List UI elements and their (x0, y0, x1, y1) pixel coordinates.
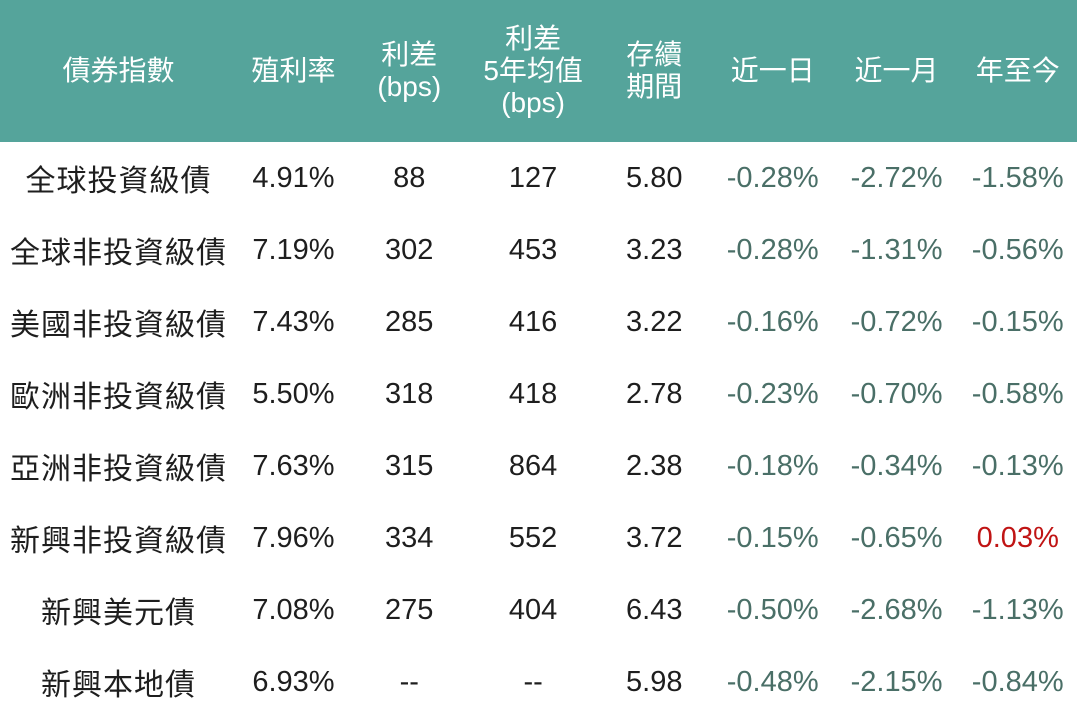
table-row: 新興非投資級債 7.96% 334 552 3.72 -0.15% -0.65% 0.03% (0, 502, 1077, 574)
cell-yield: 7.96% (252, 521, 335, 554)
table-row: 亞洲非投資級債 7.63% 315 864 2.38 -0.18% -0.34% -0.13% (0, 430, 1077, 502)
cell-month: -0.65% (850, 521, 943, 554)
table-row: 新興本地債 6.93% -- -- 5.98 -0.48% -2.15% -0.84% (0, 646, 1077, 718)
table-header-row: 債券指數 殖利率 利差 (bps) 利差 5年均值 (bps) 存續 期間 近一日 近一月年… (0, 0, 1077, 142)
cell-spread_5y_avg: 552 (508, 521, 558, 554)
cell-day: -0.23% (726, 377, 819, 410)
table-row: 歐洲非投資級債 5.50% 318 418 2.78 -0.23% -0.70% -0.58% (0, 358, 1077, 430)
column-header-month: 近一月 (834, 0, 959, 142)
cell-ytd: -0.15% (971, 305, 1064, 338)
row-label: 亞洲非投資級債 (9, 453, 227, 486)
cell-spread: 88 (393, 161, 426, 194)
table-row: 全球非投資級債 7.19% 302 453 3.23 -0.28% -1.31% -0.56% (0, 214, 1077, 286)
cell-spread_5y_avg: 127 (508, 161, 558, 194)
cell-month: -0.70% (850, 377, 943, 410)
cell-spread: 334 (385, 521, 434, 554)
row-label: 全球投資級債 (25, 165, 212, 198)
cell-month: -2.72% (850, 161, 943, 194)
row-label: 新興本地債 (40, 669, 196, 702)
cell-yield: 7.63% (252, 449, 335, 482)
cell-yield: 7.43% (252, 305, 335, 338)
column-header-index: 債券指數 (0, 0, 237, 142)
table-body: 全球投資級債 4.91% 88 127 5.80 -0.28% -2.72% -1.58% 全球… (0, 142, 1077, 718)
table-row: 新興美元債 7.08% 275 404 6.43 -0.50% -2.68% -1.13% (0, 574, 1077, 646)
column-header-spread: 利差 (bps) (350, 0, 469, 142)
cell-day: -0.18% (726, 449, 819, 482)
cell-yield: 7.19% (252, 233, 335, 266)
row-label: 美國非投資級債 (9, 309, 227, 342)
cell-ytd: -0.58% (971, 377, 1064, 410)
cell-spread: 285 (385, 305, 434, 338)
cell-day: -0.16% (726, 305, 819, 338)
cell-spread: -- (399, 665, 419, 698)
row-label: 歐洲非投資級債 (9, 381, 227, 414)
column-header-ytd: 年至今 (958, 0, 1077, 142)
cell-duration: 6.43 (626, 593, 683, 626)
cell-ytd: -1.58% (971, 161, 1064, 194)
cell-spread_5y_avg: 416 (508, 305, 558, 338)
cell-spread_5y_avg: 453 (508, 233, 558, 266)
cell-month: -2.68% (850, 593, 943, 626)
cell-month: -0.34% (850, 449, 943, 482)
cell-duration: 3.72 (626, 521, 683, 554)
table-row: 美國非投資級債 7.43% 285 416 3.22 -0.16% -0.72% -0.15% (0, 286, 1077, 358)
cell-month: -0.72% (850, 305, 943, 338)
cell-duration: 2.78 (626, 377, 683, 410)
cell-spread: 275 (385, 593, 434, 626)
cell-day: -0.15% (726, 521, 819, 554)
cell-ytd: -0.84% (971, 665, 1064, 698)
cell-spread_5y_avg: 418 (508, 377, 558, 410)
cell-month: -1.31% (850, 233, 943, 266)
cell-yield: 5.50% (252, 377, 335, 410)
cell-spread_5y_avg: 864 (508, 449, 558, 482)
row-label: 全球非投資級債 (9, 237, 227, 270)
row-label: 新興非投資級債 (9, 525, 227, 558)
cell-yield: 7.08% (252, 593, 335, 626)
cell-day: -0.50% (726, 593, 819, 626)
cell-ytd: -0.13% (971, 449, 1064, 482)
column-header-duration: 存續 期間 (597, 0, 711, 142)
cell-ytd: -0.56% (971, 233, 1064, 266)
column-header-yield: 殖利率 (236, 0, 351, 142)
cell-duration: 3.23 (626, 233, 683, 266)
cell-spread_5y_avg: -- (523, 665, 543, 698)
cell-spread: 302 (385, 233, 434, 266)
cell-ytd: 0.03% (976, 521, 1059, 554)
cell-spread: 315 (385, 449, 434, 482)
cell-duration: 5.80 (626, 161, 683, 194)
cell-spread_5y_avg: 404 (508, 593, 558, 626)
cell-day: -0.48% (726, 665, 819, 698)
cell-day: -0.28% (726, 233, 819, 266)
cell-duration: 3.22 (626, 305, 683, 338)
table-row: 全球投資級債 4.91% 88 127 5.80 -0.28% -2.72% -1.58% (0, 142, 1077, 214)
cell-month: -2.15% (850, 665, 943, 698)
cell-day: -0.28% (726, 161, 819, 194)
column-header-spread_5y_avg: 利差 5年均值 (bps) (468, 0, 598, 142)
row-label: 新興美元債 (40, 597, 196, 630)
column-header-day: 近一日 (710, 0, 835, 142)
cell-ytd: -1.13% (971, 593, 1064, 626)
cell-duration: 5.98 (626, 665, 683, 698)
cell-yield: 4.91% (252, 161, 335, 194)
cell-spread: 318 (385, 377, 434, 410)
cell-duration: 2.38 (626, 449, 683, 482)
cell-yield: 6.93% (252, 665, 335, 698)
